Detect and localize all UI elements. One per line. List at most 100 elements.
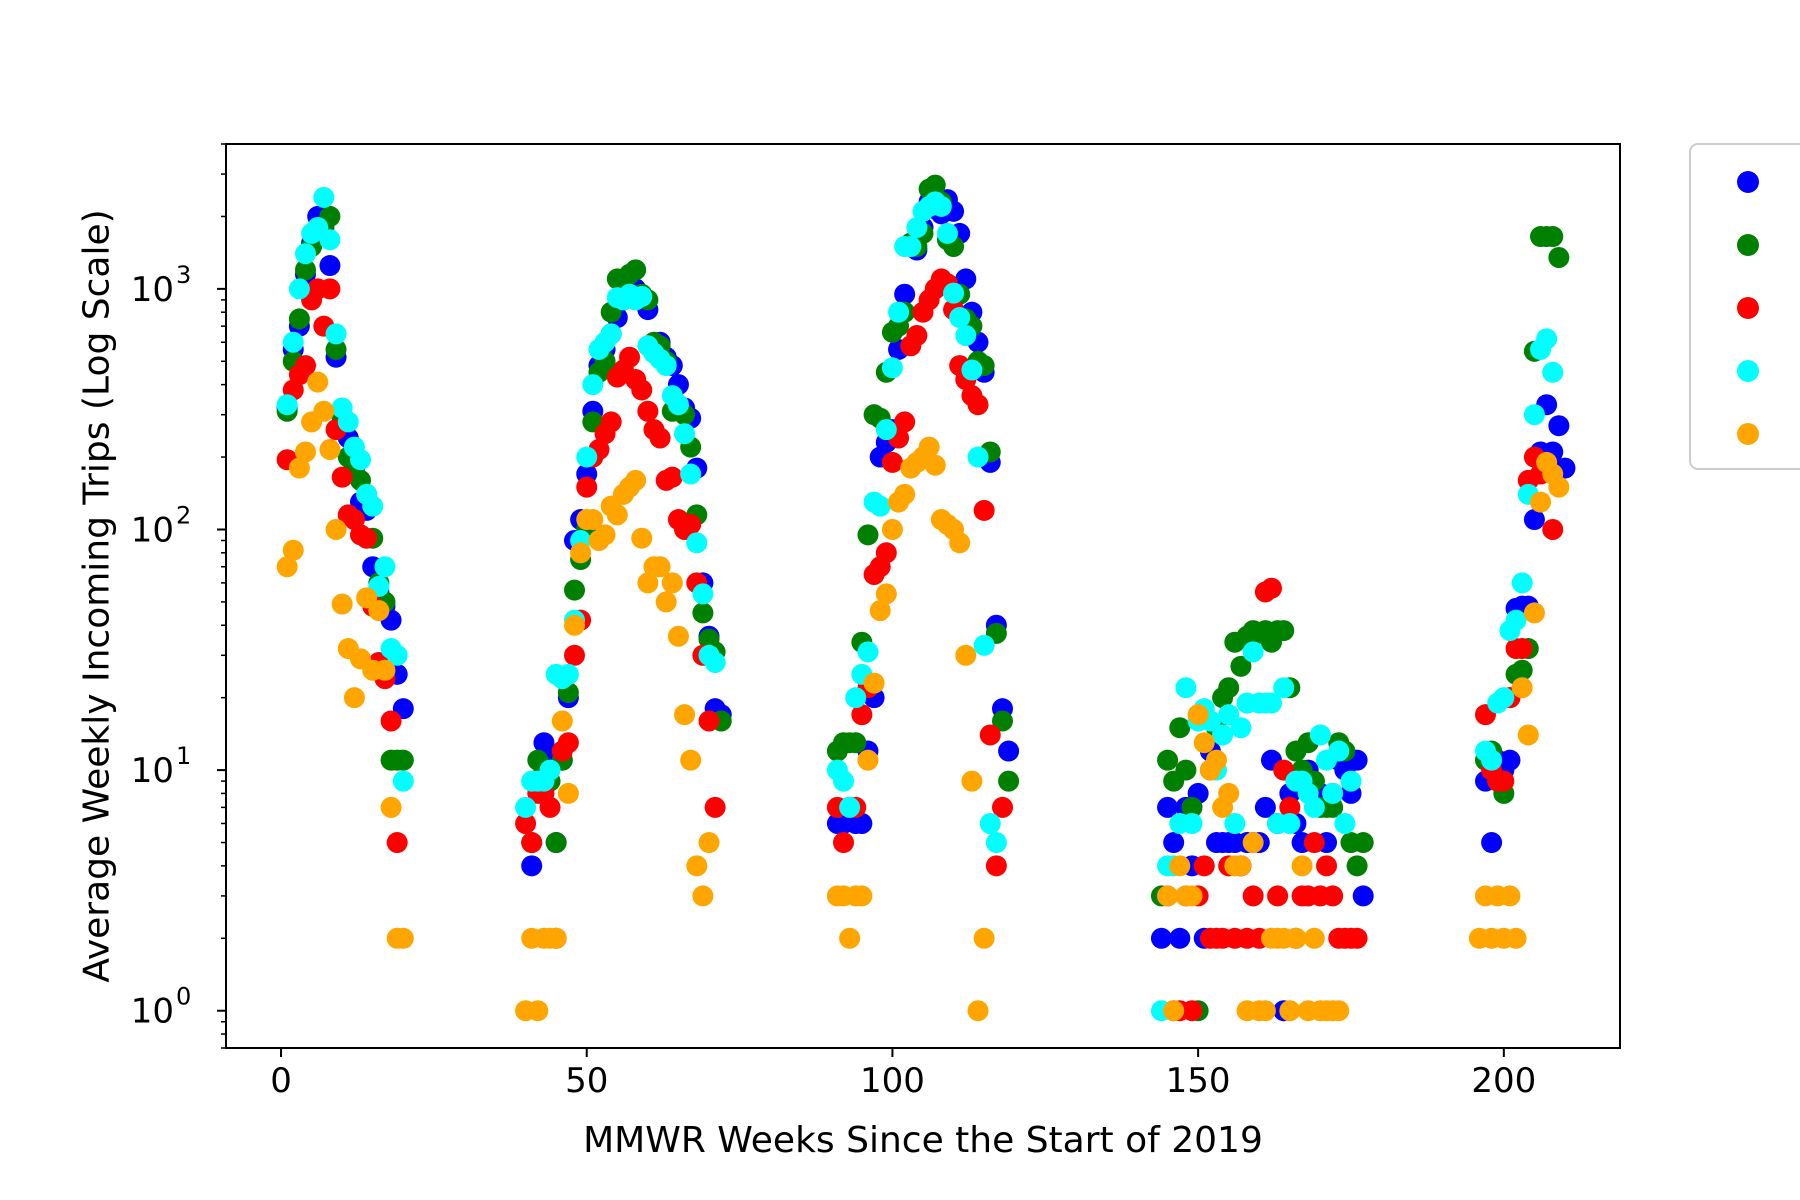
data-point (1523, 509, 1545, 531)
data-point (539, 759, 561, 781)
data-point (288, 457, 310, 479)
data-point (1346, 927, 1368, 949)
legend-marker (1737, 360, 1759, 382)
data-point (704, 652, 726, 674)
y-tick-exponent: 3 (176, 261, 191, 289)
data-point (1187, 704, 1209, 726)
data-point (857, 524, 879, 546)
data-point (564, 579, 585, 601)
data-point (655, 355, 677, 377)
data-point (655, 591, 677, 613)
data-point (1352, 832, 1374, 854)
data-point (667, 394, 689, 416)
data-point (833, 832, 855, 854)
data-point (1230, 855, 1252, 877)
data-point (551, 710, 573, 732)
data-point (276, 394, 298, 416)
data-point (319, 438, 341, 460)
data-point (545, 927, 567, 949)
data-point (386, 832, 408, 854)
data-point (392, 770, 414, 792)
data-point (380, 710, 402, 732)
data-point (1261, 692, 1282, 714)
data-point (1511, 638, 1533, 660)
data-point (924, 454, 946, 476)
y-axis-label: Average Weekly Incoming Trips (Log Scale… (77, 209, 118, 982)
legend-marker (1737, 234, 1759, 256)
data-point (949, 532, 971, 554)
data-point (539, 796, 561, 818)
data-point (692, 583, 714, 605)
data-point (319, 255, 341, 277)
data-point (343, 687, 365, 709)
data-point (979, 724, 1001, 746)
data-point (692, 885, 714, 907)
data-point (1181, 796, 1203, 818)
data-point (991, 796, 1013, 818)
data-point (600, 323, 622, 345)
data-point (863, 672, 885, 694)
data-point (1285, 927, 1307, 949)
data-point (392, 927, 414, 949)
data-point (515, 796, 537, 818)
data-point (692, 602, 714, 624)
data-point (1303, 796, 1325, 818)
x-axis-label: MMWR Weeks Since the Start of 2019 (583, 1120, 1263, 1161)
data-point (606, 504, 628, 526)
data-point (961, 770, 983, 792)
data-point (1505, 609, 1527, 631)
data-point (1157, 796, 1179, 818)
data-point (637, 400, 659, 422)
data-point (319, 229, 341, 251)
data-point (949, 307, 971, 329)
data-point (686, 532, 708, 554)
data-point (1273, 620, 1295, 642)
data-point (845, 732, 867, 754)
data-point (1536, 328, 1558, 350)
data-point (680, 513, 702, 535)
data-point (282, 539, 304, 561)
data-point (857, 641, 879, 663)
data-point (661, 572, 683, 594)
data-point (998, 740, 1020, 762)
data-point (1175, 677, 1197, 699)
data-point (1328, 740, 1350, 762)
data-point (576, 446, 598, 468)
data-point (698, 710, 720, 732)
data-point (1163, 1000, 1185, 1022)
data-point (631, 527, 653, 549)
data-point (276, 556, 298, 578)
legend (1689, 143, 1800, 470)
data-point (1511, 659, 1533, 681)
data-point (875, 542, 897, 564)
data-point (881, 451, 903, 473)
data-point (1224, 812, 1246, 834)
x-tick-label: 100 (860, 1061, 925, 1101)
data-point (985, 855, 1007, 877)
legend-marker (1737, 297, 1759, 319)
data-point (1316, 855, 1338, 877)
data-point (1163, 832, 1185, 854)
data-point (1322, 885, 1344, 907)
data-point (686, 855, 708, 877)
data-point (1352, 885, 1374, 907)
data-point (1346, 855, 1368, 877)
y-tick-label: 10 (131, 510, 174, 550)
data-point (564, 644, 585, 666)
data-point (967, 1000, 989, 1022)
data-point (582, 374, 604, 396)
data-point (869, 495, 891, 517)
data-point (973, 634, 995, 656)
data-point (288, 308, 310, 330)
data-point (906, 325, 928, 347)
data-point (943, 282, 965, 304)
data-point (1548, 476, 1570, 498)
x-tick-label: 50 (565, 1061, 608, 1101)
data-point (900, 235, 922, 257)
data-point (1279, 1000, 1301, 1022)
data-point (1511, 572, 1533, 594)
data-point (1218, 677, 1240, 699)
x-tick-label: 0 (270, 1061, 292, 1101)
